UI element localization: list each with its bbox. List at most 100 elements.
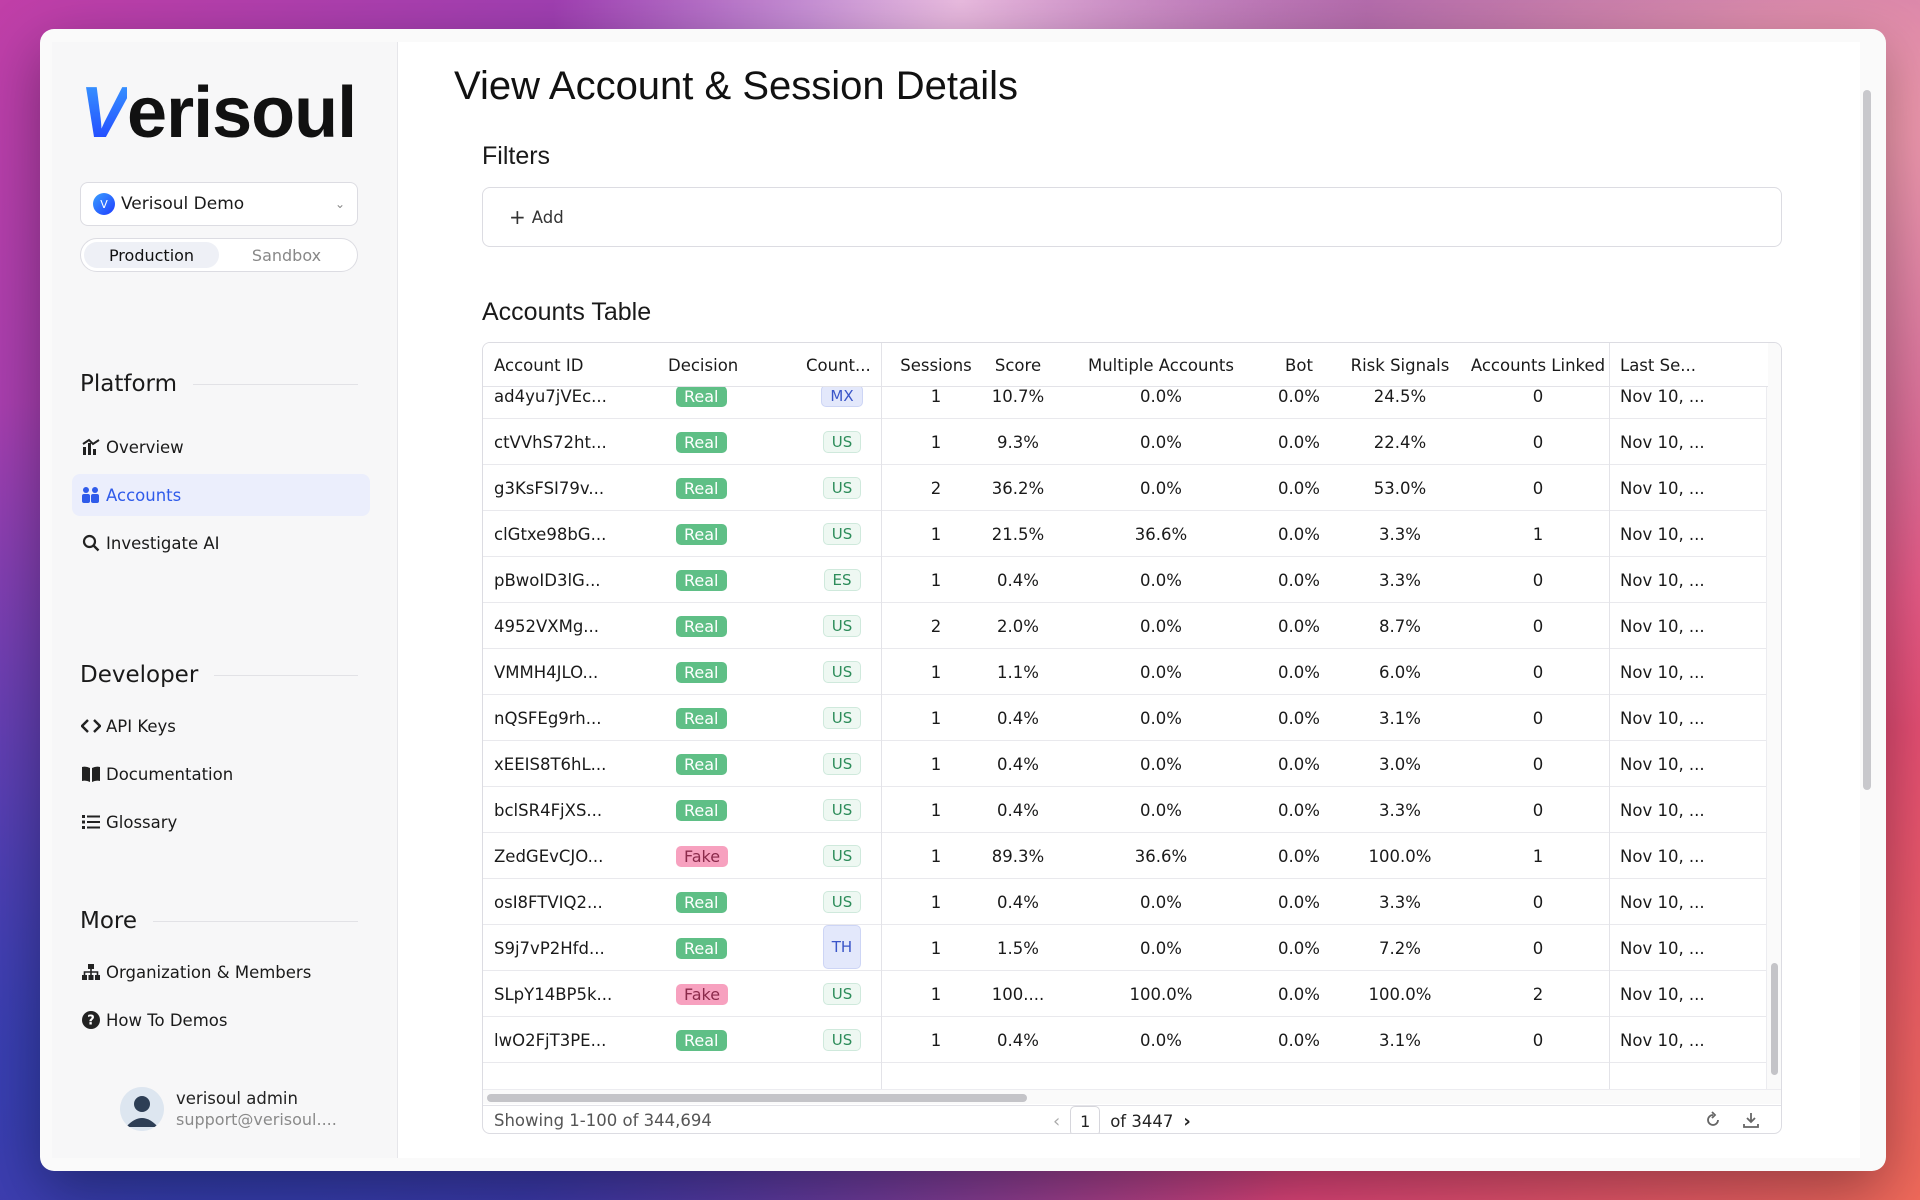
cell-bot: 0.0% [1278, 478, 1320, 498]
sidebar-item-overview[interactable]: Overview [72, 426, 370, 468]
table-row[interactable]: xEEIS8T6hL... Real US 1 0.4% 0.0% 0.0% 3.0% 0 Nov… [483, 741, 1768, 787]
prev-page-icon[interactable]: ‹ [1053, 1110, 1061, 1132]
table-row[interactable]: ad4yu7jVEc... Real MX 1 10.7% 0.0% 0.0% 24.5% 0 N… [483, 387, 1768, 419]
env-sandbox-button[interactable]: Sandbox [251, 245, 322, 265]
avatar [120, 1087, 164, 1131]
table-row[interactable]: VMMH4JLO... Real US 1 1.1% 0.0% 0.0% 6.0% 0 Nov 1… [483, 649, 1768, 695]
country-badge: US [822, 661, 862, 683]
user-profile[interactable]: verisoul admin support@verisoul.... [120, 1087, 337, 1131]
sidebar-item-glossary[interactable]: Glossary [72, 801, 370, 843]
table-row[interactable]: nQSFEg9rh... Real US 1 0.4% 0.0% 0.0% 3.1% 0 Nov … [483, 695, 1768, 741]
column-header-decision[interactable]: Decision [668, 355, 739, 375]
code-icon [80, 718, 102, 734]
cell-account-id: ad4yu7jVEc... [494, 387, 607, 406]
cell-score: 0.4% [997, 800, 1039, 820]
vertical-scroll-thumb[interactable] [1771, 963, 1778, 1075]
cell-score: 89.3% [991, 846, 1045, 866]
table-row[interactable]: SLpY14BP5k... Fake US 1 100.... 100.0% 0.0% 100… [483, 971, 1768, 1017]
cell-country: US [806, 833, 878, 879]
section-developer-title: Developer [80, 662, 358, 688]
column-header-account-id[interactable]: Account ID [494, 355, 584, 375]
cell-score: 0.4% [997, 1030, 1039, 1050]
verisoul-logo[interactable]: Verisoul [80, 73, 357, 153]
org-selector[interactable]: V Verisoul Demo ⌄ [80, 182, 358, 226]
search-icon [80, 534, 102, 552]
cell-account-id: VMMH4JLO... [494, 662, 599, 682]
sidebar-item-organization-members[interactable]: Organization & Members [72, 951, 370, 993]
page-scrollbar[interactable] [1860, 42, 1874, 1158]
sidebar-item-documentation[interactable]: Documentation [72, 753, 370, 795]
cell-sessions: 1 [930, 846, 942, 866]
table-row[interactable]: clGtxe98bG... Real US 1 21.5% 36.6% 0.0% 3.3% 1 N… [483, 511, 1768, 557]
column-header-last-seen[interactable]: Last Se... [1620, 355, 1696, 375]
cell-sessions: 2 [930, 616, 942, 636]
cell-account-id: osI8FTVIQ2... [494, 892, 603, 912]
sidebar-item-accounts[interactable]: Accounts [72, 474, 370, 516]
decision-badge: Fake [676, 983, 729, 1005]
decision-badge: Real [676, 799, 727, 821]
cell-accounts-linked: 0 [1532, 938, 1544, 958]
refresh-icon[interactable] [1703, 1110, 1723, 1133]
column-header-sessions[interactable]: Sessions [900, 355, 972, 375]
column-header-score[interactable]: Score [994, 355, 1042, 375]
sidebar-item-investigate-ai[interactable]: Investigate AI [72, 522, 370, 564]
table-row[interactable]: lwO2FjT3PE... Real US 1 0.4% 0.0% 0.0% 3.1% 0 Nov… [483, 1017, 1768, 1063]
svg-text:?: ? [87, 1014, 95, 1029]
plus-icon: + [509, 205, 526, 229]
cell-country: US [806, 879, 878, 925]
page-scroll-thumb[interactable] [1863, 90, 1871, 790]
cell-decision: Real [668, 879, 778, 925]
cell-bot: 0.0% [1278, 800, 1320, 820]
country-badge: US [822, 799, 862, 821]
table-row[interactable]: bclSR4FjXS... Real US 1 0.4% 0.0% 0.0% 3.3% 0 Nov… [483, 787, 1768, 833]
cell-country: TH [806, 925, 878, 971]
column-header-country[interactable]: Count... [806, 355, 871, 375]
cell-score: 0.4% [997, 570, 1039, 590]
env-production-button[interactable]: Production [84, 242, 219, 268]
next-page-icon[interactable]: › [1183, 1110, 1191, 1132]
sidebar-item-api-keys-row[interactable]: API Keys [72, 705, 370, 747]
sidebar-item-label: Documentation [106, 764, 234, 784]
decision-badge: Real [676, 753, 727, 775]
page-number-input[interactable]: 1 [1070, 1106, 1101, 1133]
sidebar-item-label: Glossary [106, 812, 178, 832]
column-header-accounts-linked[interactable]: Accounts Linked [1470, 355, 1606, 375]
sidebar-item-how-to-demos[interactable]: ? How To Demos [72, 999, 370, 1041]
download-icon[interactable] [1741, 1110, 1761, 1133]
table-row[interactable]: 4952VXMg... Real US 2 2.0% 0.0% 0.0% 8.7% 0 Nov 1… [483, 603, 1768, 649]
horizontal-scroll-thumb[interactable] [487, 1094, 1027, 1102]
vertical-scrollbar[interactable] [1766, 343, 1781, 1089]
horizontal-scrollbar[interactable] [483, 1089, 1781, 1104]
cell-multiple-accounts: 0.0% [1140, 616, 1182, 636]
table-row[interactable]: osI8FTVIQ2... Real US 1 0.4% 0.0% 0.0% 3.3% 0 Nov… [483, 879, 1768, 925]
cell-risk-signals: 3.1% [1379, 1030, 1421, 1050]
page-title: View Account & Session Details [454, 64, 1019, 108]
cell-last-seen: Nov 10, ... [1620, 570, 1705, 590]
cell-multiple-accounts: 0.0% [1140, 800, 1182, 820]
table-footer: Showing 1-100 of 344,694 ‹ 1 of 3447 › [483, 1105, 1781, 1133]
cell-accounts-linked: 0 [1532, 800, 1544, 820]
cell-decision: Real [668, 649, 778, 695]
table-row[interactable]: ZedGEvCJO... Fake US 1 89.3% 36.6% 0.0% 100.0% 1… [483, 833, 1768, 879]
table-row[interactable]: ctVVhS72ht... Real US 1 9.3% 0.0% 0.0% 22.4% 0 No… [483, 419, 1768, 465]
table-row[interactable]: S9j7vP2Hfd... Real TH 1 1.5% 0.0% 0.0% 7.2% 0 Nov… [483, 925, 1768, 971]
column-divider [1609, 343, 1610, 1089]
cell-country: US [806, 1017, 878, 1063]
column-divider [881, 343, 882, 1089]
table-row[interactable]: pBwoID3lG... Real ES 1 0.4% 0.0% 0.0% 3.3% 0 Nov … [483, 557, 1768, 603]
cell-accounts-linked: 1 [1532, 846, 1544, 866]
org-avatar-icon: V [93, 193, 115, 215]
table-row[interactable]: g3KsFSI79v... Real US 2 36.2% 0.0% 0.0% 53.0% 0 N… [483, 465, 1768, 511]
cell-risk-signals: 3.3% [1379, 892, 1421, 912]
cell-multiple-accounts: 0.0% [1140, 387, 1182, 406]
add-filter-button[interactable]: + Add [509, 207, 564, 227]
chart-icon [80, 438, 102, 456]
column-header-bot[interactable]: Bot [1285, 355, 1313, 375]
country-badge: US [822, 431, 862, 453]
cell-multiple-accounts: 0.0% [1140, 570, 1182, 590]
filters-bar: + Add [482, 187, 1782, 247]
column-header-risk-signals[interactable]: Risk Signals [1350, 355, 1450, 375]
cell-accounts-linked: 0 [1532, 432, 1544, 452]
country-badge: ES [823, 569, 861, 591]
column-header-multiple-accounts[interactable]: Multiple Accounts [1087, 355, 1234, 375]
